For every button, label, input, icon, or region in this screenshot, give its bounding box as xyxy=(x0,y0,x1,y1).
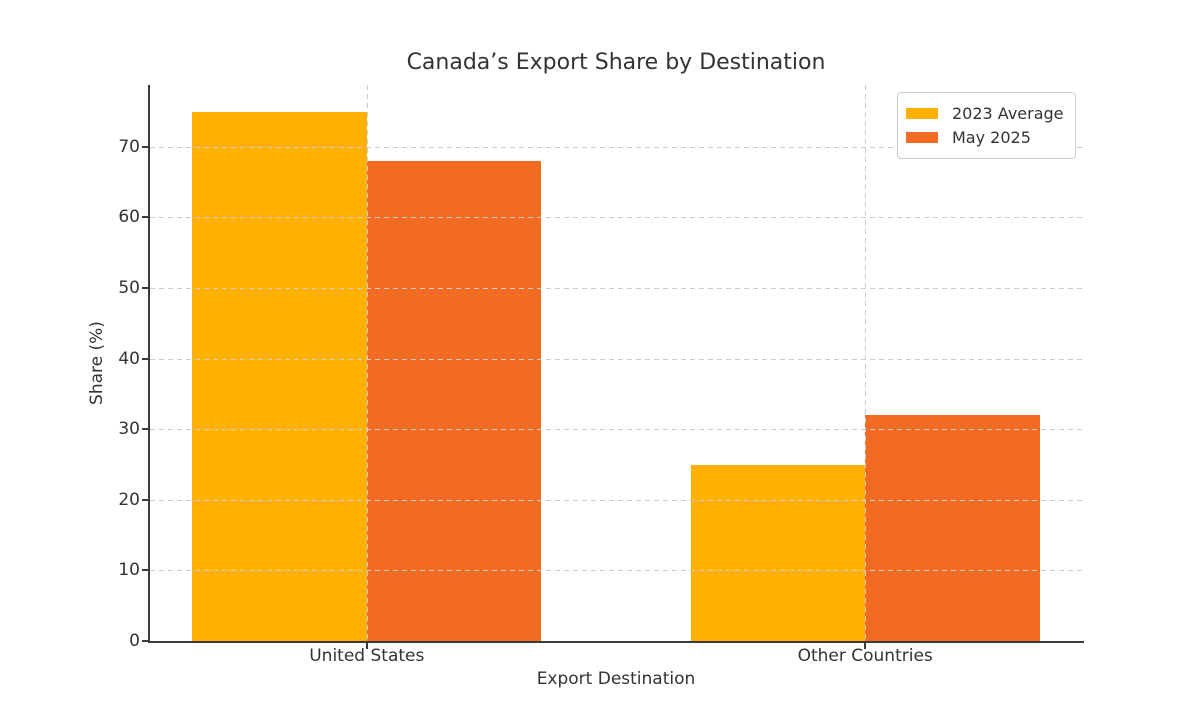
y-axis-spine xyxy=(148,85,150,643)
gridline-y-40 xyxy=(150,358,1082,360)
x-tick-label: Other Countries xyxy=(797,646,933,666)
gridline-y-10 xyxy=(150,570,1082,572)
y-tick-label: 50 xyxy=(118,278,140,298)
gridline-y-20 xyxy=(150,499,1082,501)
y-tick-mark xyxy=(142,640,149,642)
chart-title: Canada’s Export Share by Destination xyxy=(406,50,826,75)
legend-swatch-may-2025 xyxy=(906,132,938,143)
legend-swatch-2023-average xyxy=(906,108,938,119)
gridline-y-60 xyxy=(150,217,1082,219)
gridline-y-50 xyxy=(150,288,1082,289)
y-tick-mark xyxy=(142,569,149,572)
x-tick-mark xyxy=(864,643,867,649)
y-tick-label: 0 xyxy=(129,631,140,651)
y-tick-label: 10 xyxy=(118,560,140,581)
gridline-y-30 xyxy=(150,429,1082,431)
y-tick-label: 60 xyxy=(118,207,140,228)
legend-label: May 2025 xyxy=(952,128,1031,147)
x-axis-label: Export Destination xyxy=(536,669,696,689)
bar-2023-average-other-countries xyxy=(690,464,866,641)
gridline-x-united-states xyxy=(366,85,368,641)
y-tick-mark xyxy=(142,216,149,219)
x-tick-label: United States xyxy=(309,646,425,666)
legend-item: May 2025 xyxy=(906,127,1064,148)
y-tick-label: 20 xyxy=(118,489,140,510)
y-tick-mark xyxy=(142,145,149,148)
y-tick-label: 70 xyxy=(118,136,140,157)
legend-item: 2023 Average xyxy=(906,103,1064,124)
y-tick-mark xyxy=(142,357,149,360)
x-tick-mark xyxy=(365,643,368,649)
gridline-x-other-countries xyxy=(865,85,867,641)
y-tick-mark xyxy=(142,428,149,431)
bar-may-2025-other-countries xyxy=(865,415,1040,641)
legend-label: 2023 Average xyxy=(952,104,1064,123)
x-axis-spine xyxy=(148,641,1084,643)
y-tick-mark xyxy=(142,287,149,289)
y-tick-mark xyxy=(142,498,149,501)
legend: 2023 Average May 2025 xyxy=(897,92,1076,159)
y-tick-label: 40 xyxy=(118,348,140,369)
gridline-y-70 xyxy=(150,146,1082,148)
bar-may-2025-united-states xyxy=(366,160,542,641)
bar-2023-average-united-states xyxy=(192,111,367,641)
plot-area xyxy=(150,85,1082,641)
y-tick-label: 30 xyxy=(118,419,140,440)
